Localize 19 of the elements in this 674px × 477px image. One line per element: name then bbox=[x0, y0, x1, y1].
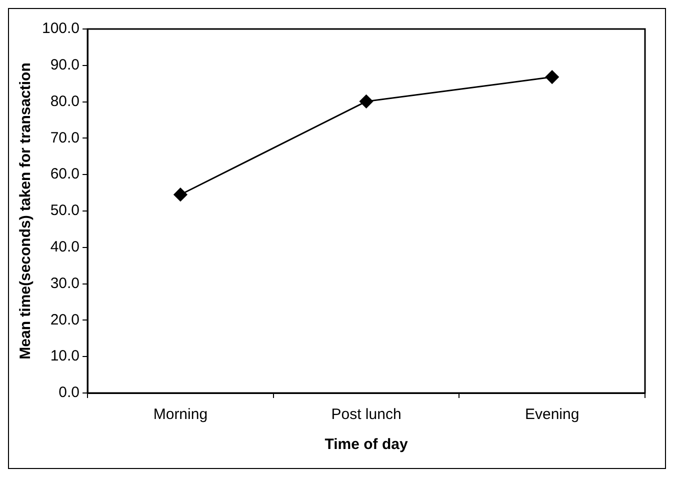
x-tick-label: Morning bbox=[153, 406, 208, 424]
x-tick-label: Evening bbox=[524, 406, 580, 424]
y-tick-label: 60.0 bbox=[50, 166, 80, 183]
x-tick-label: Post lunch bbox=[331, 406, 402, 424]
y-axis-title: Mean time(seconds) taken for transaction bbox=[17, 62, 34, 360]
y-tick-label: 90.0 bbox=[50, 56, 80, 74]
y-tick-label: 40.0 bbox=[50, 238, 80, 256]
point bbox=[174, 188, 188, 202]
y-tick-label: 20.0 bbox=[50, 311, 80, 328]
y-tick-label: 100.0 bbox=[42, 20, 80, 38]
y-tick-label: 80.0 bbox=[50, 92, 80, 110]
y-tick-label: 70.0 bbox=[50, 129, 80, 146]
point bbox=[545, 70, 559, 84]
point bbox=[360, 94, 374, 108]
y-tick-label: 0.0 bbox=[58, 384, 80, 402]
x-axis-title: Time of day bbox=[324, 436, 408, 454]
y-tick-label: 10.0 bbox=[50, 348, 80, 365]
y-tick-label: 50.0 bbox=[50, 202, 80, 220]
y-tick-label: 30.0 bbox=[50, 274, 80, 292]
